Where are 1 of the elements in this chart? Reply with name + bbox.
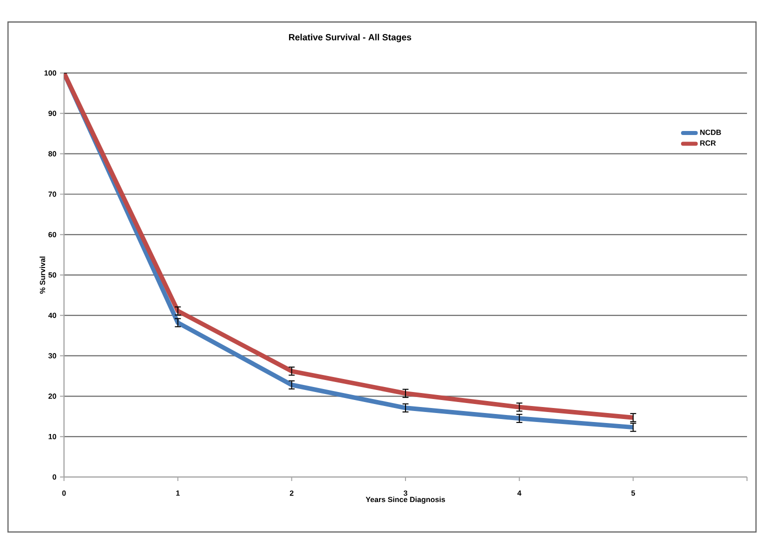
chart-title: Relative Survival - All Stages (289, 34, 412, 42)
